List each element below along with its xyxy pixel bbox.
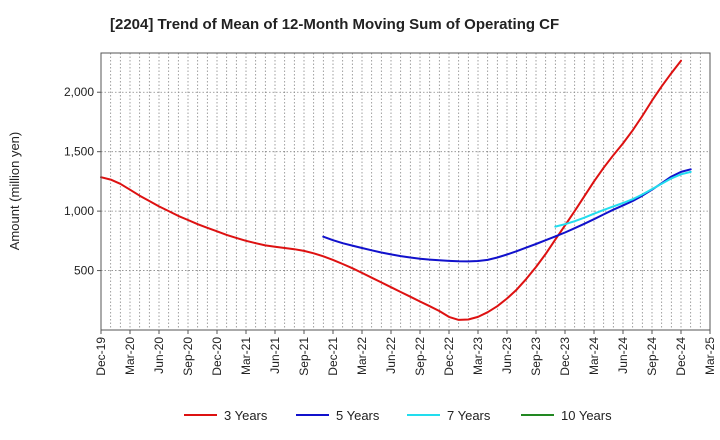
x-tick-label: Jun-21 xyxy=(268,337,282,374)
x-tick-label: Dec-24 xyxy=(674,337,688,376)
x-tick-label: Sep-23 xyxy=(529,337,543,376)
plot-border xyxy=(100,52,711,331)
y-tick-label: 1,000 xyxy=(64,204,94,218)
x-tick-label: Sep-22 xyxy=(413,337,427,376)
legend-label-3-years: 3 Years xyxy=(224,408,268,423)
y-tick-label: 500 xyxy=(74,264,94,278)
x-tick-label: Mar-21 xyxy=(239,337,253,375)
x-tick-label: Sep-21 xyxy=(297,337,311,376)
x-tick-label: Jun-20 xyxy=(152,337,166,374)
legend-label-7-years: 7 Years xyxy=(447,408,491,423)
x-tick-label: Dec-22 xyxy=(442,337,456,376)
x-tick-label: Jun-22 xyxy=(384,337,398,374)
x-tick-label: Sep-24 xyxy=(645,337,659,376)
x-tick-label: Sep-20 xyxy=(181,337,195,376)
x-tick-label: Dec-21 xyxy=(326,337,340,376)
x-tick-label: Mar-24 xyxy=(587,337,601,375)
series-layer xyxy=(100,59,692,321)
plot-area xyxy=(101,53,710,330)
series-line-5-years xyxy=(322,168,692,263)
x-tick-label: Mar-20 xyxy=(123,337,137,375)
x-tick-label: Dec-20 xyxy=(210,337,224,376)
legend-label-10-years: 10 Years xyxy=(561,408,612,423)
y-tick-label: 2,000 xyxy=(64,85,94,99)
x-tick-label: Jun-24 xyxy=(616,337,630,374)
legend: 3 Years 5 Years 7 Years 10 Years xyxy=(184,408,612,423)
horizontal-gridlines xyxy=(101,91,710,271)
series-line-3-years xyxy=(100,59,682,321)
x-tick-label: Dec-23 xyxy=(558,337,572,376)
x-tick-label: Dec-19 xyxy=(94,337,108,376)
x-tick-label: Jun-23 xyxy=(500,337,514,374)
series-line-7-years xyxy=(554,170,692,228)
x-tick-label: Mar-25 xyxy=(703,337,717,375)
x-tick-label: Mar-22 xyxy=(355,337,369,375)
y-axis-label: Amount (million yen) xyxy=(7,132,22,251)
chart-title: [2204] Trend of Mean of 12-Month Moving … xyxy=(110,16,559,33)
vertical-gridlines xyxy=(110,53,701,330)
y-axis-ticks: 500 1,000 1,500 2,000 xyxy=(64,85,101,278)
legend-label-5-years: 5 Years xyxy=(336,408,380,423)
x-axis-ticks: Dec-19 Mar-20 Jun-20 Sep-20 Dec-20 Mar-21 Jun-… xyxy=(94,330,717,376)
x-tick-label: Mar-23 xyxy=(471,337,485,375)
y-tick-label: 1,500 xyxy=(64,145,94,159)
